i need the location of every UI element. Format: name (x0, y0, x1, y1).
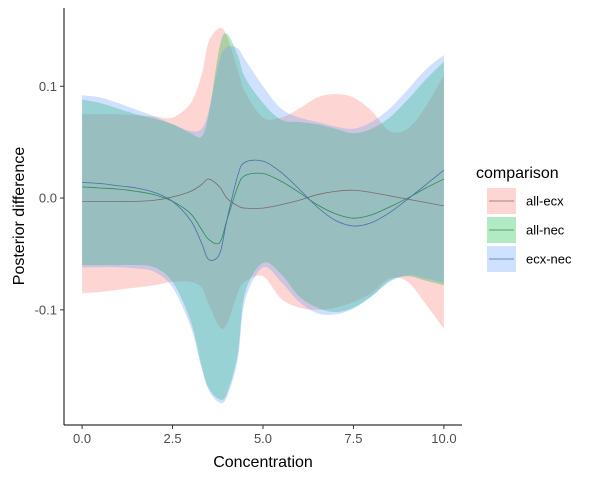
legend-label: all-nec (526, 223, 565, 238)
mean-line-all-nec (82, 172, 445, 245)
x-tick-label: 10.0 (431, 431, 456, 446)
legend-label: ecx-nec (526, 252, 572, 267)
legend-title: comparison (476, 165, 559, 182)
ribbon-all-nec (82, 33, 444, 400)
mean-line-all-ecx (82, 178, 444, 209)
mean-line-layer (82, 159, 445, 261)
y-tick-label: 0.1 (39, 79, 57, 94)
mean-line-ecx-nec (82, 159, 445, 261)
x-axis-ticks: 0.0 2.5 5.0 7.5 10.0 (73, 425, 457, 446)
x-axis-title: Concentration (213, 454, 313, 471)
x-tick-label: 5.0 (254, 431, 272, 446)
y-axis-title: Posterior difference (11, 147, 28, 286)
ribbon-layer (82, 27, 444, 404)
ribbon-ecx-nec (82, 46, 444, 404)
legend-label: all-ecx (526, 194, 564, 209)
y-tick-label: 0.0 (39, 191, 57, 206)
y-tick-label: -0.1 (35, 302, 57, 317)
x-tick-label: 0.0 (73, 431, 91, 446)
legend-item-ecx-nec: ecx-nec (487, 246, 572, 272)
legend-item-all-ecx: all-ecx (487, 188, 564, 214)
legend-item-all-nec: all-nec (487, 217, 565, 243)
ribbon-all-ecx (82, 27, 444, 329)
legend: comparison all-ecx all-nec ecx-nec (476, 165, 572, 272)
x-tick-label: 7.5 (344, 431, 362, 446)
y-axis-ticks: -0.1 0.0 0.1 (35, 79, 64, 317)
x-tick-label: 2.5 (164, 431, 182, 446)
legend-keys: all-ecx all-nec ecx-nec (487, 188, 572, 272)
